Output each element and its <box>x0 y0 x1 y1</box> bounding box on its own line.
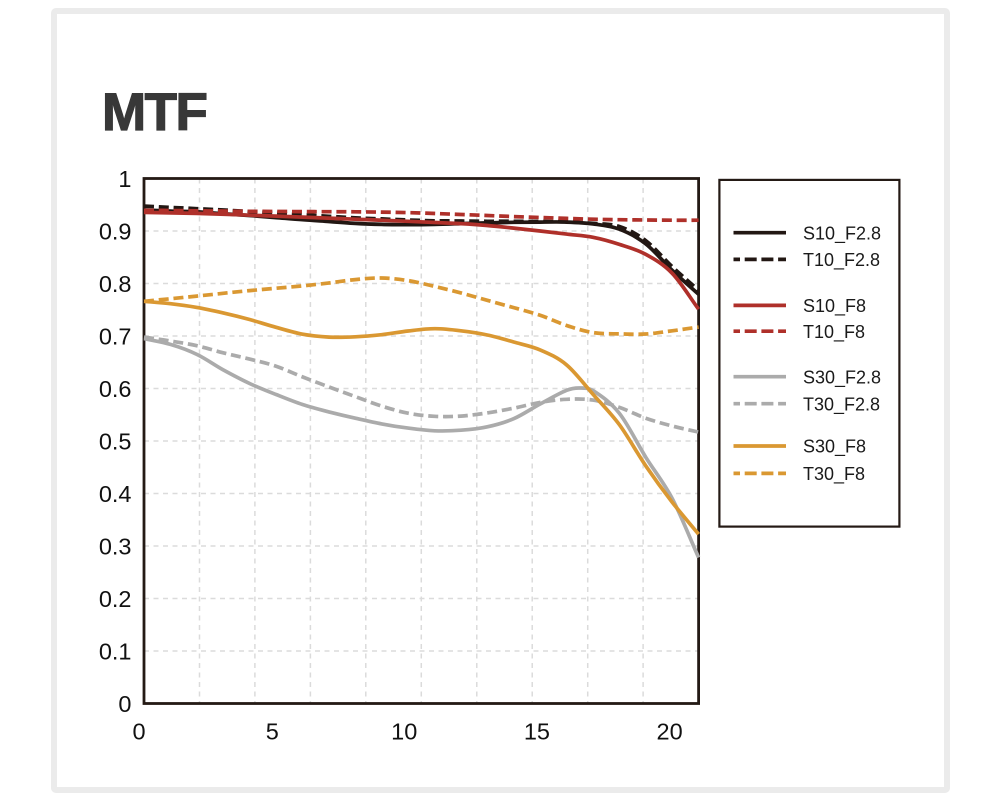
svg-text:T30_F8: T30_F8 <box>803 464 865 485</box>
svg-text:0.7: 0.7 <box>99 324 132 350</box>
svg-text:S10_F2.8: S10_F2.8 <box>803 223 881 244</box>
svg-text:S30_F8: S30_F8 <box>803 437 866 458</box>
svg-text:0: 0 <box>118 691 131 717</box>
svg-text:1: 1 <box>118 166 131 192</box>
svg-text:0: 0 <box>132 719 145 745</box>
svg-text:0.6: 0.6 <box>99 376 132 402</box>
svg-text:0.8: 0.8 <box>99 271 132 297</box>
svg-text:0.9: 0.9 <box>99 219 132 245</box>
svg-text:0.1: 0.1 <box>99 639 132 665</box>
svg-text:T10_F8: T10_F8 <box>803 322 865 343</box>
svg-text:0.5: 0.5 <box>99 429 132 455</box>
svg-text:5: 5 <box>266 719 279 745</box>
svg-text:S10_F8: S10_F8 <box>803 296 866 317</box>
svg-text:0.3: 0.3 <box>99 534 132 560</box>
svg-text:10: 10 <box>391 719 417 745</box>
svg-text:S30_F2.8: S30_F2.8 <box>803 367 881 388</box>
svg-text:0.4: 0.4 <box>99 481 132 507</box>
svg-text:T30_F2.8: T30_F2.8 <box>803 394 880 415</box>
svg-text:15: 15 <box>524 719 550 745</box>
svg-text:0.2: 0.2 <box>99 586 132 612</box>
svg-text:T10_F2.8: T10_F2.8 <box>803 250 880 271</box>
svg-text:20: 20 <box>657 719 683 745</box>
